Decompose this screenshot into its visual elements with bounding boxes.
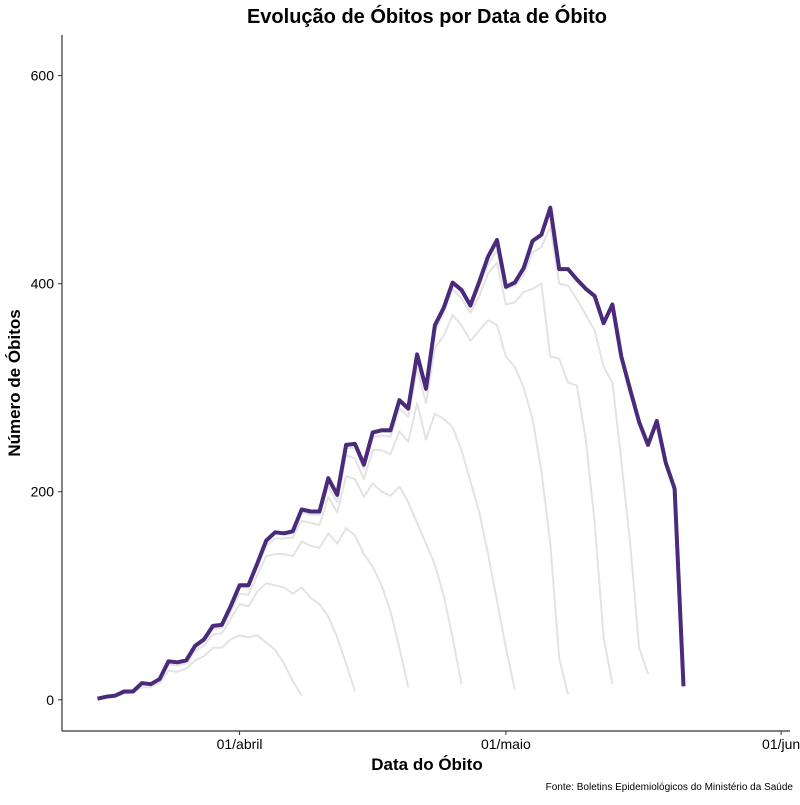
source-note: Fonte: Boletins Epidemiológicos do Minis… — [546, 782, 794, 793]
series-line — [97, 582, 356, 700]
y-tick-label: 400 — [31, 276, 55, 292]
x-tick-label: 01/abril — [217, 736, 263, 752]
series-line — [97, 402, 516, 700]
y-axis-label: Número de Óbitos — [5, 309, 24, 456]
y-tick-label: 600 — [31, 68, 55, 84]
y-tick-label: 0 — [46, 692, 54, 708]
series-line — [97, 313, 569, 700]
y-tick-label: 200 — [31, 484, 55, 500]
x-tick-label: 01/jun — [762, 736, 800, 752]
series-line — [97, 225, 649, 700]
series-line — [97, 527, 410, 700]
x-axis-label: Data do Óbito — [371, 755, 482, 774]
series-line — [97, 205, 686, 701]
chart-title: Evolução de Óbitos por Data de Óbito — [247, 4, 607, 28]
series-line — [97, 475, 463, 700]
x-tick-label: 01/maio — [481, 736, 531, 752]
